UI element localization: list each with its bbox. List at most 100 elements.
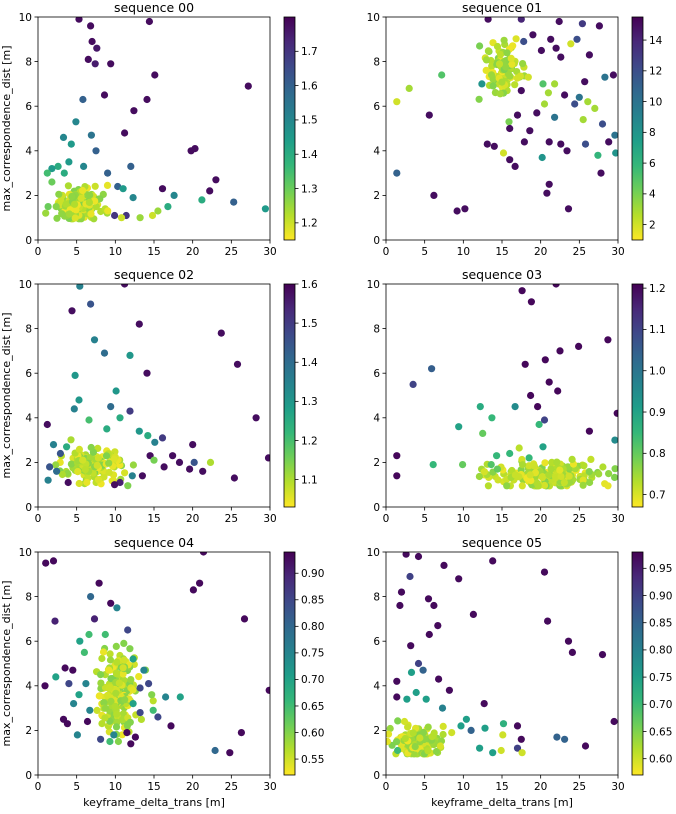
cluster-point <box>525 462 533 470</box>
cluster-point <box>495 60 504 68</box>
x-tick-label: 15 <box>495 513 508 525</box>
colorbar-tick-label: 1.4 <box>301 357 318 369</box>
scatter-point <box>457 722 465 730</box>
scatter-point <box>176 693 184 701</box>
cluster-point <box>102 452 111 460</box>
scatter-point <box>557 53 565 61</box>
cluster-point <box>439 730 447 739</box>
cluster-point <box>400 717 409 726</box>
scatter-point <box>484 17 492 23</box>
scatter-point <box>148 211 157 220</box>
scatter-point <box>497 746 505 755</box>
x-tick-label: 15 <box>495 246 508 258</box>
cluster-point <box>419 728 428 737</box>
cluster-point <box>379 739 386 746</box>
scatter-point <box>506 124 514 133</box>
colorbar-tick-label: 0.55 <box>301 754 324 766</box>
scatter-point <box>127 740 135 748</box>
scatter-point <box>97 671 105 679</box>
scatter-point <box>499 720 508 728</box>
scatter-point <box>453 207 461 215</box>
y-tick-label: 2 <box>373 725 380 737</box>
scatter-point <box>154 207 162 215</box>
scatter-point <box>402 552 410 558</box>
scatter-point <box>107 599 115 607</box>
colorbar-tick-label: 0.80 <box>649 645 672 657</box>
y-tick-label: 8 <box>373 591 380 603</box>
x-tick-label: 30 <box>263 781 276 793</box>
scatter-point <box>158 185 167 193</box>
subplot-title: sequence 04 <box>114 535 194 550</box>
colorbar-tick-label: 10 <box>649 96 662 108</box>
scatter-point <box>393 98 401 106</box>
scatter-point <box>598 651 607 659</box>
x-tick-label: 20 <box>534 246 547 258</box>
scatter-point <box>127 162 135 170</box>
cluster-point <box>530 462 538 470</box>
scatter-point <box>483 140 491 148</box>
scatter-point <box>70 700 78 708</box>
cluster-point <box>587 455 595 463</box>
cluster-point <box>105 459 113 467</box>
scatter-point <box>425 630 433 639</box>
y-tick-label: 0 <box>25 770 32 782</box>
x-tick-label: 15 <box>147 513 160 525</box>
scatter-point <box>430 601 438 610</box>
y-axis-label: max_correspondence_dist [m] <box>0 581 13 747</box>
y-tick-label: 0 <box>373 770 380 782</box>
scatter-point <box>406 572 414 581</box>
y-tick-label: 6 <box>373 636 380 648</box>
scatter-point <box>73 731 81 739</box>
subplot-2: 0 5 10 15 20 25 30 0 2 4 6 8 10 sequence 02 max_corres… <box>0 267 318 525</box>
scatter-point <box>240 615 249 623</box>
scatter-point <box>517 87 525 95</box>
x-tick-label: 10 <box>109 781 122 793</box>
scatter-point <box>104 169 112 177</box>
scatter-point <box>488 414 496 422</box>
x-tick-label: 5 <box>73 246 80 258</box>
scatter-points <box>41 552 270 757</box>
cluster-point <box>137 715 145 724</box>
scatter-point <box>394 746 402 755</box>
cluster-point <box>605 470 613 478</box>
scatter-point <box>564 205 573 213</box>
scatter-point <box>575 342 583 350</box>
scatter-point <box>82 680 90 688</box>
cluster-point <box>58 470 66 479</box>
scatter-point <box>199 467 207 475</box>
scatter-point <box>149 706 157 714</box>
colorbar-frame <box>283 283 296 508</box>
scatter-point <box>79 95 87 104</box>
scatter-point <box>545 180 553 188</box>
y-tick-label: 0 <box>373 502 380 514</box>
cluster-point <box>556 466 564 474</box>
scatter-point <box>144 432 152 440</box>
scatter-point <box>506 449 514 458</box>
cluster-point <box>386 737 391 746</box>
cluster-point <box>57 196 65 204</box>
scatter-point <box>551 80 559 88</box>
colorbar-tick-label: 6 <box>649 158 656 170</box>
scatter-point <box>545 138 553 146</box>
scatter-point <box>455 575 463 583</box>
scatter-point <box>46 463 54 471</box>
x-tick-label: 5 <box>421 513 428 525</box>
x-tick-label: 20 <box>534 513 547 525</box>
scatter-point <box>518 287 526 295</box>
cluster-point <box>98 654 106 663</box>
scatter-point <box>211 746 219 755</box>
scatter-point <box>581 140 590 148</box>
scatter-point <box>117 214 126 222</box>
scatter-points <box>393 284 618 490</box>
y-tick-label: 10 <box>19 547 32 559</box>
cluster-point <box>579 481 587 489</box>
cluster-point <box>547 465 555 473</box>
scatter-point <box>581 742 590 750</box>
cluster-point <box>500 36 508 44</box>
cluster-point <box>586 478 594 487</box>
colorbar-tick-label: 0.60 <box>301 727 324 739</box>
scatter-point <box>121 284 129 288</box>
scatter-point <box>609 71 618 79</box>
y-tick-label: 2 <box>25 725 32 737</box>
cluster-point <box>92 203 100 211</box>
